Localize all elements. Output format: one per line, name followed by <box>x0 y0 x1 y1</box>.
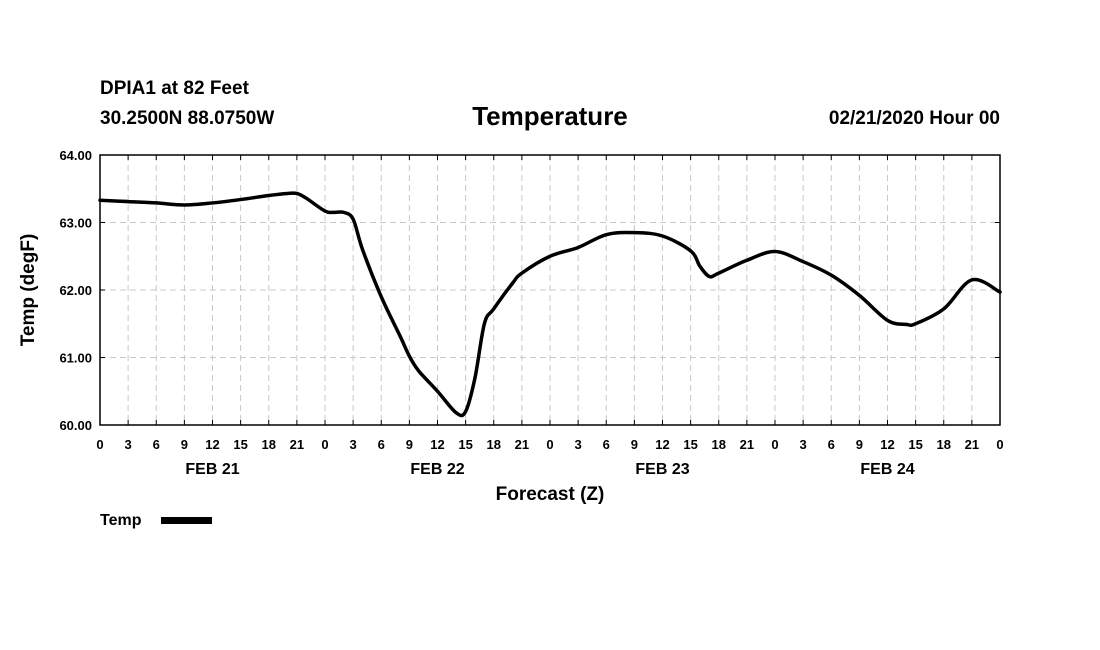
x-tick-label: 12 <box>880 437 894 452</box>
x-axis-label: Forecast (Z) <box>496 484 605 505</box>
station-label: DPIA1 at 82 Feet <box>100 78 250 99</box>
x-tick-label: 18 <box>262 437 276 452</box>
plot-frame <box>99 154 1001 426</box>
x-tick-label: 18 <box>487 437 501 452</box>
x-tick-label: 21 <box>740 437 754 452</box>
x-tick-label: 9 <box>406 437 413 452</box>
x-tick-label: 0 <box>321 437 328 452</box>
x-tick-label: 15 <box>233 437 247 452</box>
x-tick-label: 9 <box>856 437 863 452</box>
x-tick-label: 9 <box>181 437 188 452</box>
y-tick-label: 60.00 <box>59 418 92 433</box>
y-tick-labels: 60.00 61.00 62.00 63.00 64.00 <box>59 148 92 433</box>
y-axis-label: Temp (degF) <box>18 234 39 347</box>
x-tick-label: 18 <box>712 437 726 452</box>
x-tick-label: 21 <box>965 437 979 452</box>
x-tick-label: 3 <box>125 437 132 452</box>
x-tick-label: 6 <box>603 437 610 452</box>
x-tick-label: 0 <box>96 437 103 452</box>
day-label: FEB 24 <box>860 461 914 478</box>
x-tick-label: 15 <box>908 437 922 452</box>
x-tick-label: 9 <box>631 437 638 452</box>
day-label: FEB 23 <box>635 461 689 478</box>
y-tick-label: 61.00 <box>59 351 92 366</box>
day-label: FEB 22 <box>410 461 464 478</box>
x-tick-label: 15 <box>683 437 697 452</box>
x-tick-label: 12 <box>655 437 669 452</box>
temp-series-line <box>98 191 1002 418</box>
run-time-label: 02/21/2020 Hour 00 <box>829 108 1000 129</box>
x-tick-label: 3 <box>800 437 807 452</box>
y-tick-label: 62.00 <box>59 283 92 298</box>
x-tick-label: 6 <box>828 437 835 452</box>
x-tick-label: 6 <box>153 437 160 452</box>
x-tick-label: 12 <box>430 437 444 452</box>
x-tick-label: 21 <box>515 437 529 452</box>
legend-swatch <box>161 517 212 524</box>
day-labels: FEB 21 FEB 22 FEB 23 FEB 24 <box>185 461 914 478</box>
chart-title: Temperature <box>472 101 628 131</box>
axis-ticks <box>99 154 1001 426</box>
x-tick-label: 15 <box>458 437 472 452</box>
legend-label: Temp <box>100 512 142 529</box>
x-tick-label: 0 <box>771 437 778 452</box>
day-label: FEB 21 <box>185 461 239 478</box>
grid-lines <box>100 155 1000 425</box>
y-tick-label: 64.00 <box>59 148 92 163</box>
x-tick-label: 18 <box>937 437 951 452</box>
x-tick-label: 0 <box>546 437 553 452</box>
legend: Temp <box>100 512 212 529</box>
x-tick-label: 12 <box>205 437 219 452</box>
x-tick-labels: 0 3 6 9 12 15 18 21 0 3 6 9 12 15 18 21 0 3 6 9 12 15 18 21 0 3 6 9… <box>96 437 1003 452</box>
x-tick-label: 3 <box>350 437 357 452</box>
x-tick-label: 21 <box>290 437 304 452</box>
coords-label: 30.2500N 88.0750W <box>100 108 274 129</box>
y-tick-label: 63.00 <box>59 216 92 231</box>
x-tick-label: 0 <box>996 437 1003 452</box>
x-tick-label: 6 <box>378 437 385 452</box>
x-tick-label: 3 <box>575 437 582 452</box>
